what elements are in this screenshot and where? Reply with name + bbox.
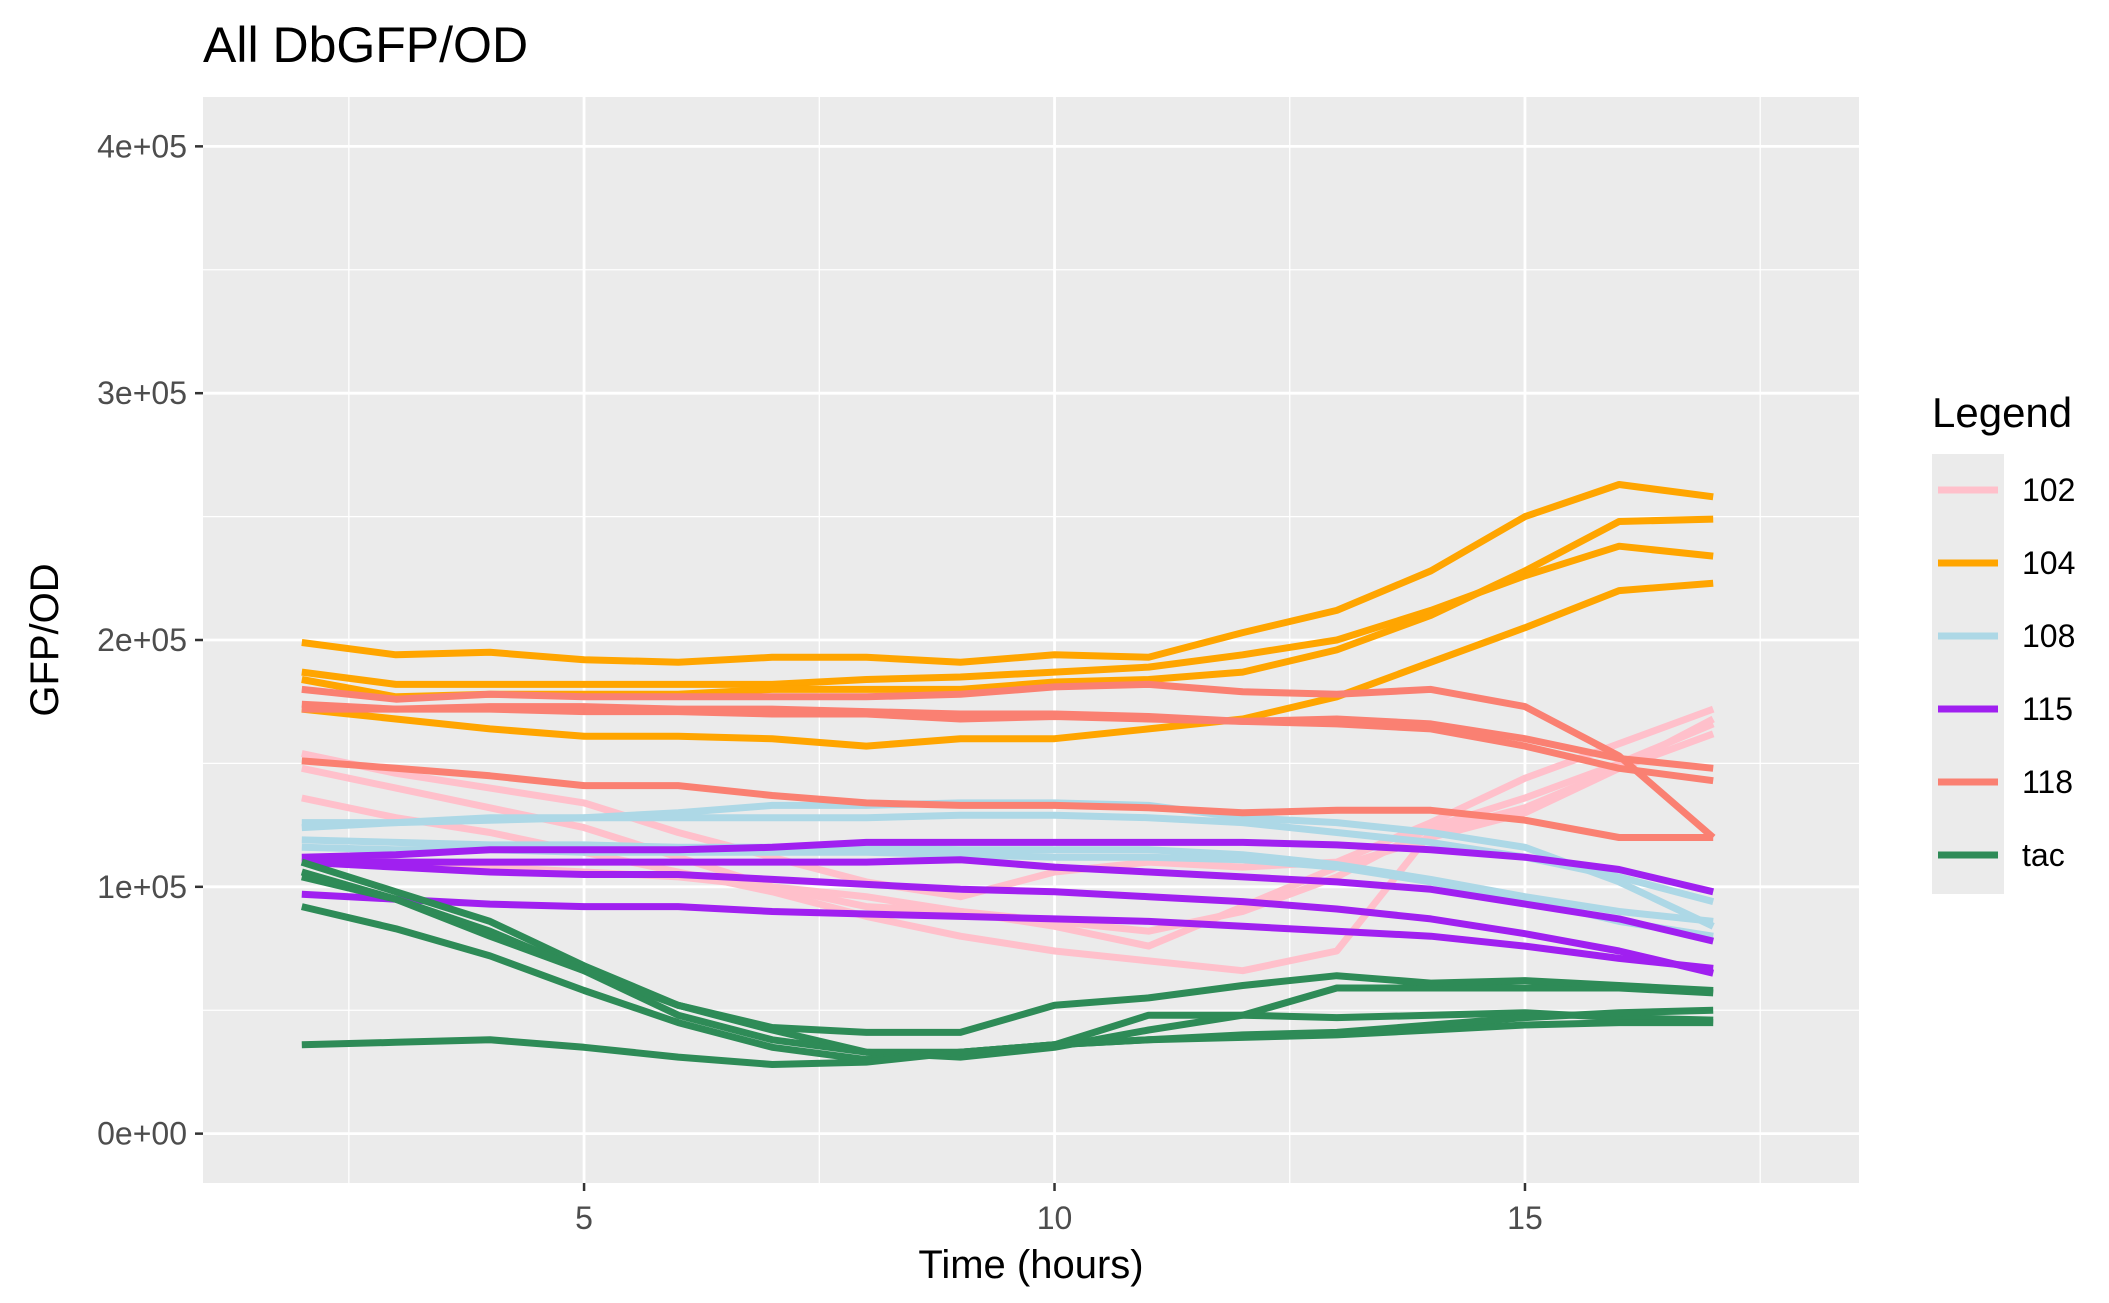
series-line-115 bbox=[301, 856, 1715, 945]
series-line-118 bbox=[301, 700, 1714, 772]
series-line-104 bbox=[301, 481, 1714, 666]
legend: Legend 102 104 108 115 118 tac bbox=[1932, 389, 2075, 894]
x-tick-label: 15 bbox=[1507, 1200, 1543, 1236]
y-tick-label: 4e+05 bbox=[97, 128, 187, 164]
series-line-115 bbox=[301, 838, 1715, 896]
y-axis: 0e+00 1e+05 2e+05 3e+05 4e+05 bbox=[97, 128, 203, 1152]
series-line-tac bbox=[300, 873, 1714, 1036]
x-axis: 5 10 15 bbox=[575, 1183, 1543, 1236]
legend-title: Legend bbox=[1932, 389, 2072, 436]
series-line-tac bbox=[300, 858, 1714, 1061]
series-line-102 bbox=[301, 705, 1715, 901]
x-axis-title: Time (hours) bbox=[918, 1243, 1143, 1287]
y-tick-label: 0e+00 bbox=[97, 1116, 187, 1152]
legend-label-108: 108 bbox=[2022, 618, 2075, 654]
series-line-115 bbox=[301, 890, 1714, 972]
series-line-118 bbox=[301, 703, 1714, 785]
x-tick-label: 5 bbox=[575, 1200, 593, 1236]
series-line-104 bbox=[301, 579, 1714, 750]
series-line-108 bbox=[301, 811, 1715, 905]
y-axis-title: GFP/OD bbox=[23, 563, 67, 716]
y-tick-label: 1e+05 bbox=[97, 869, 187, 905]
series-line-115 bbox=[301, 858, 1715, 977]
legend-label-118: 118 bbox=[2022, 764, 2073, 800]
legend-items: 102 104 108 115 118 tac bbox=[1938, 472, 2075, 873]
legend-label-115: 115 bbox=[2022, 691, 2073, 727]
series-line-tac bbox=[301, 1006, 1714, 1068]
legend-label-104: 104 bbox=[2022, 545, 2075, 581]
legend-label-tac: tac bbox=[2022, 837, 2065, 873]
series-line-118 bbox=[301, 680, 1716, 841]
legend-key-background bbox=[1932, 454, 2004, 894]
legend-label-102: 102 bbox=[2022, 472, 2075, 508]
series-line-118 bbox=[301, 757, 1714, 841]
chart-title: All DbGFP/OD bbox=[203, 17, 528, 73]
y-tick-label: 2e+05 bbox=[97, 622, 187, 658]
x-tick-label: 10 bbox=[1037, 1200, 1073, 1236]
y-tick-label: 3e+05 bbox=[97, 375, 187, 411]
series-lines bbox=[300, 481, 1716, 1068]
